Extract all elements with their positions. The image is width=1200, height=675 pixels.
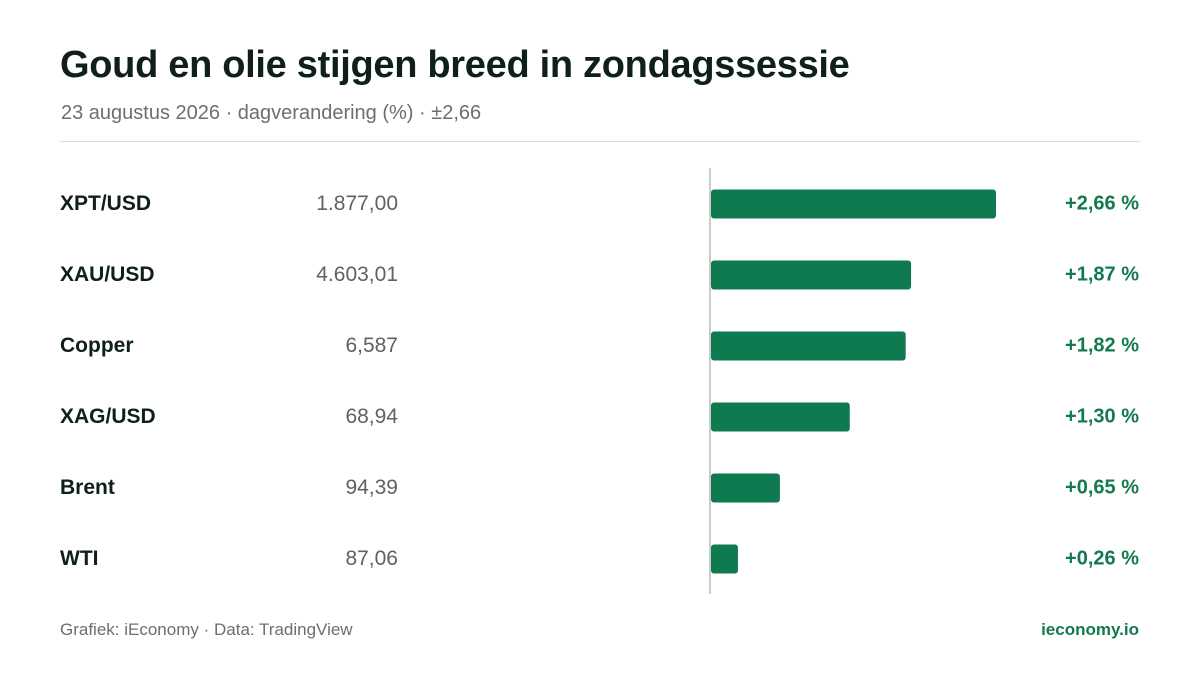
bar-xpt-usd xyxy=(711,189,996,219)
change-data-label: +1,30 % xyxy=(1065,405,1139,428)
price-label: 6,587 xyxy=(345,334,398,357)
change-data-label: +0,65 % xyxy=(1065,476,1139,499)
price-label: 94,39 xyxy=(345,476,398,499)
bar-copper xyxy=(711,331,906,361)
category-label: XPT/USD xyxy=(60,192,152,215)
change-data-label: +0,26 % xyxy=(1065,547,1139,570)
chart-subtitle: 23 augustus 2026 · dagverandering (%) · … xyxy=(61,102,482,124)
change-data-label: +2,66 % xyxy=(1065,192,1139,215)
price-label: 68,94 xyxy=(345,405,398,428)
price-label: 4.603,01 xyxy=(316,263,398,286)
bar-wti xyxy=(711,544,738,574)
source-credit: Grafiek: iEconomy · Data: TradingView xyxy=(60,620,353,639)
price-label: 1.877,00 xyxy=(316,192,398,215)
category-label: XAU/USD xyxy=(60,263,155,286)
bar-brent xyxy=(711,473,780,503)
category-label: WTI xyxy=(60,547,99,570)
bar-xag-usd xyxy=(711,402,850,432)
price-label: 87,06 xyxy=(345,547,398,570)
category-label: Brent xyxy=(60,476,115,499)
category-label: XAG/USD xyxy=(60,405,156,428)
brand-link[interactable]: ieconomy.io xyxy=(1041,620,1139,639)
bar-xau-usd xyxy=(711,260,912,290)
category-label: Copper xyxy=(60,334,134,357)
header-divider xyxy=(60,141,1140,142)
change-data-label: +1,87 % xyxy=(1065,263,1139,286)
chart-title: Goud en olie stijgen breed in zondagsses… xyxy=(60,44,850,86)
change-data-label: +1,82 % xyxy=(1065,334,1139,357)
